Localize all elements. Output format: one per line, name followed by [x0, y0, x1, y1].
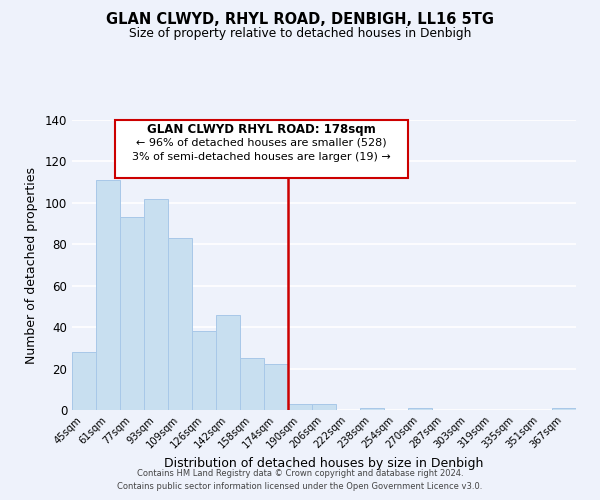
Bar	[168, 238, 192, 410]
Text: GLAN CLWYD RHYL ROAD: 178sqm: GLAN CLWYD RHYL ROAD: 178sqm	[147, 123, 376, 136]
Text: ← 96% of detached houses are smaller (528): ← 96% of detached houses are smaller (52…	[136, 138, 387, 147]
FancyBboxPatch shape	[115, 120, 408, 178]
Bar	[408, 408, 432, 410]
Text: GLAN CLWYD, RHYL ROAD, DENBIGH, LL16 5TG: GLAN CLWYD, RHYL ROAD, DENBIGH, LL16 5TG	[106, 12, 494, 28]
Bar	[240, 358, 264, 410]
Bar	[96, 180, 120, 410]
X-axis label: Distribution of detached houses by size in Denbigh: Distribution of detached houses by size …	[164, 458, 484, 470]
Bar	[144, 198, 168, 410]
Text: Contains public sector information licensed under the Open Government Licence v3: Contains public sector information licen…	[118, 482, 482, 491]
Bar	[192, 332, 216, 410]
Text: Contains HM Land Registry data © Crown copyright and database right 2024.: Contains HM Land Registry data © Crown c…	[137, 468, 463, 477]
Bar	[216, 314, 240, 410]
Bar	[552, 408, 576, 410]
Bar	[72, 352, 96, 410]
Text: 3% of semi-detached houses are larger (19) →: 3% of semi-detached houses are larger (1…	[132, 152, 391, 162]
Text: Size of property relative to detached houses in Denbigh: Size of property relative to detached ho…	[129, 28, 471, 40]
Y-axis label: Number of detached properties: Number of detached properties	[25, 166, 38, 364]
Bar	[288, 404, 312, 410]
Bar	[312, 404, 336, 410]
Bar	[264, 364, 288, 410]
Bar	[360, 408, 384, 410]
Bar	[120, 218, 144, 410]
